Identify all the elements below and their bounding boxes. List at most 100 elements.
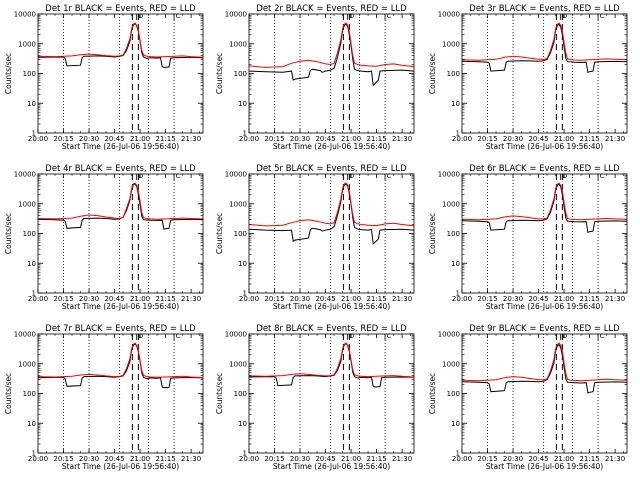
- y-tick-label: 10000: [14, 11, 36, 19]
- x-tick-label: 20:15: [53, 135, 73, 143]
- y-tick-label: 10000: [225, 11, 247, 19]
- x-tick-label: 20:45: [528, 295, 548, 303]
- marker-label: D: [349, 332, 354, 340]
- marker-label: C: [387, 172, 392, 180]
- x-tick-label: 21:00: [554, 295, 574, 303]
- plot-frame: [37, 13, 204, 134]
- x-tick-label: 21:30: [605, 135, 625, 143]
- x-tick-label: 21:15: [155, 455, 175, 463]
- x-tick-label: 20:15: [264, 455, 284, 463]
- lld-series-line: [37, 182, 204, 220]
- events-series-line: [248, 342, 415, 388]
- x-tick-label: 21:30: [605, 295, 625, 303]
- plot-frame: [248, 173, 415, 294]
- y-tick-label: 100: [447, 70, 460, 78]
- y-tick-label: 10: [451, 420, 460, 428]
- x-tick-label: 21:15: [366, 455, 386, 463]
- x-axis-title: Start Time (26-Jul-06 19:56:40): [273, 142, 390, 151]
- y-tick-label: 1: [243, 130, 247, 138]
- y-tick-label: 1000: [442, 40, 460, 48]
- y-tick-label: 1: [456, 450, 460, 458]
- x-tick-label: 20:30: [503, 135, 523, 143]
- x-tick-label: 21:15: [366, 295, 386, 303]
- x-tick-label: 20:00: [28, 295, 48, 303]
- y-tick-label: 10: [238, 100, 247, 108]
- x-tick-label: 20:45: [528, 135, 548, 143]
- y-tick-label: 10000: [438, 331, 460, 339]
- x-tick-label: 20:00: [28, 455, 48, 463]
- marker-label: C: [387, 332, 392, 340]
- events-series-line: [37, 342, 204, 389]
- x-axis-title: Start Time (26-Jul-06 19:56:40): [486, 462, 603, 471]
- plot-frame: [37, 333, 204, 454]
- panel-title: Det 7r BLACK = Events, RED = LLD: [45, 324, 196, 334]
- x-tick-label: 21:15: [366, 135, 386, 143]
- y-tick-label: 1: [32, 450, 36, 458]
- x-tick-label: 21:30: [181, 135, 201, 143]
- panel-title: Det 4r BLACK = Events, RED = LLD: [45, 164, 196, 174]
- y-tick-label: 1: [32, 290, 36, 298]
- y-tick-label: 1000: [18, 200, 36, 208]
- marker-label: D: [138, 172, 143, 180]
- x-tick-label: 20:00: [28, 135, 48, 143]
- x-tick-label: 20:45: [528, 455, 548, 463]
- y-tick-label: 10000: [14, 171, 36, 179]
- marker-label: C: [176, 172, 181, 180]
- x-tick-label: 20:30: [290, 455, 310, 463]
- lld-series-line: [461, 342, 628, 382]
- x-tick-label: 20:15: [53, 295, 73, 303]
- x-tick-label: 20:45: [315, 455, 335, 463]
- x-tick-label: 21:00: [341, 295, 361, 303]
- y-tick-label: 1: [456, 130, 460, 138]
- events-series-line: [461, 343, 628, 394]
- y-tick-label: 1000: [18, 360, 36, 368]
- marker-label: C: [600, 12, 605, 20]
- x-tick-label: 20:00: [452, 455, 472, 463]
- plot-frame: [461, 13, 628, 134]
- y-tick-label: 100: [23, 230, 36, 238]
- marker-label: D: [562, 12, 567, 20]
- x-tick-label: 21:00: [341, 135, 361, 143]
- x-tick-label: 20:15: [477, 295, 497, 303]
- y-axis-title: Counts/sec: [428, 373, 437, 414]
- marker-label: D: [349, 12, 354, 20]
- panel-title: Det 1r BLACK = Events, RED = LLD: [45, 4, 196, 14]
- y-tick-label: 10000: [225, 171, 247, 179]
- x-axis-title: Start Time (26-Jul-06 19:56:40): [62, 462, 179, 471]
- y-tick-label: 100: [447, 230, 460, 238]
- marker-label: C: [600, 332, 605, 340]
- x-tick-label: 21:00: [554, 135, 574, 143]
- x-tick-label: 21:30: [392, 135, 412, 143]
- x-axis-title: Start Time (26-Jul-06 19:56:40): [273, 302, 390, 311]
- y-tick-label: 10000: [438, 11, 460, 19]
- marker-label: C: [176, 332, 181, 340]
- x-tick-label: 20:15: [477, 135, 497, 143]
- panel-title: Det 6r BLACK = Events, RED = LLD: [469, 164, 620, 174]
- plot-frame: [37, 173, 204, 294]
- x-tick-label: 20:45: [315, 135, 335, 143]
- y-tick-label: 1000: [442, 360, 460, 368]
- y-tick-label: 10: [27, 260, 36, 268]
- y-tick-label: 100: [234, 390, 247, 398]
- x-tick-label: 20:15: [264, 135, 284, 143]
- y-axis-title: Counts/sec: [428, 53, 437, 94]
- y-tick-label: 100: [23, 390, 36, 398]
- panel-title: Det 5r BLACK = Events, RED = LLD: [256, 164, 407, 174]
- x-tick-label: 21:00: [341, 455, 361, 463]
- x-tick-label: 20:00: [239, 135, 259, 143]
- x-axis-title: Start Time (26-Jul-06 19:56:40): [62, 142, 179, 151]
- x-tick-label: 21:30: [392, 295, 412, 303]
- x-tick-label: 20:00: [452, 135, 472, 143]
- x-tick-label: 21:15: [155, 135, 175, 143]
- marker-label: D: [349, 172, 354, 180]
- y-axis-title: Counts/sec: [215, 53, 224, 94]
- x-tick-label: 20:00: [239, 295, 259, 303]
- y-tick-label: 10: [451, 260, 460, 268]
- lld-series-line: [37, 342, 204, 379]
- plot-frame: [461, 333, 628, 454]
- panel-title: Det 8r BLACK = Events, RED = LLD: [256, 324, 407, 334]
- plot-frame: [461, 173, 628, 294]
